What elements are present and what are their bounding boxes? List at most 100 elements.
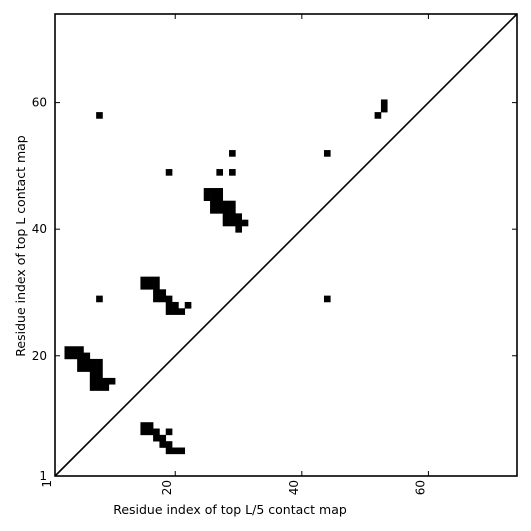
y-tick-label: 60 — [32, 96, 47, 110]
contact-cell-top-l — [165, 169, 173, 176]
contact-cell-top-l5 — [159, 441, 167, 448]
x-tick-label: 40 — [287, 480, 301, 495]
contact-cell-top-l5 — [146, 428, 154, 436]
contact-cell-top-l — [83, 365, 91, 372]
contact-cell-top-l — [153, 276, 160, 284]
contact-cell-top-l — [102, 384, 110, 391]
x-tick-label: 60 — [413, 480, 427, 495]
x-axis-ticks: 1 20 40 60 — [40, 14, 429, 495]
contact-cell-top-l — [222, 207, 230, 214]
contact-cell-top-l — [96, 377, 103, 385]
contact-cell-top-l — [83, 358, 91, 366]
contact-cell-top-l — [229, 207, 236, 214]
contact-cell-top-l — [172, 301, 179, 309]
x-axis-label: Residue index of top L/5 contact map — [113, 502, 347, 517]
contact-cell-top-l — [96, 112, 103, 119]
contact-cell-top-l5 — [165, 447, 173, 455]
contact-cell-top-l — [229, 200, 236, 208]
contact-cell-top-l5 — [146, 422, 154, 429]
contact-cell-top-l — [203, 194, 211, 201]
contact-cell-top-l5 — [172, 447, 179, 455]
contact-cell-top-l — [140, 276, 148, 284]
contact-cell-top-l — [380, 99, 388, 107]
contact-cell-top-l — [77, 352, 84, 360]
contact-cell-top-l — [153, 282, 160, 290]
contact-cell-top-l — [229, 150, 236, 157]
contact-cell-top-l — [216, 188, 224, 195]
contact-cell-top-l — [153, 295, 160, 303]
y-tick-label: 1 — [39, 469, 47, 483]
contact-cell-top-l — [222, 200, 230, 208]
contact-cell-top-l — [140, 282, 148, 290]
plot-frame — [54, 13, 518, 477]
contact-cell-top-l — [102, 377, 110, 385]
y-tick-label: 20 — [32, 349, 47, 363]
contact-cell-top-l — [323, 295, 331, 303]
contact-cell-top-l — [210, 200, 217, 208]
contact-cell-top-l — [83, 352, 91, 360]
contact-cells — [64, 99, 388, 455]
contact-cell-top-l — [159, 295, 167, 303]
contact-cell-top-l — [70, 346, 78, 353]
contact-cell-top-l — [77, 358, 84, 366]
contact-cell-top-l — [89, 377, 97, 385]
contact-cell-top-l5 — [159, 434, 167, 442]
y-axis-ticks: 1 20 40 60 — [32, 96, 517, 483]
contact-cell-top-l — [203, 188, 211, 195]
x-tick-label: 20 — [160, 480, 174, 495]
diagonal-line — [54, 13, 518, 477]
contact-cell-top-l — [89, 358, 97, 366]
contact-cell-top-l — [323, 150, 331, 157]
contact-cell-top-l — [77, 365, 84, 372]
contact-cell-top-l — [165, 295, 173, 303]
contact-cell-top-l5 — [165, 428, 173, 436]
contact-cell-top-l — [108, 377, 116, 385]
contact-cell-top-l — [380, 105, 388, 113]
contact-cell-top-l — [210, 188, 217, 195]
contact-cell-top-l — [235, 213, 242, 220]
contact-cell-top-l — [216, 200, 224, 208]
contact-cell-top-l — [77, 346, 84, 353]
contact-cell-top-l — [96, 358, 103, 366]
contact-cell-top-l — [165, 308, 173, 315]
contact-cell-top-l — [235, 226, 242, 233]
contact-cell-top-l — [229, 213, 236, 220]
contact-cell-top-l5 — [153, 428, 160, 436]
contact-cell-top-l — [159, 289, 167, 296]
contact-cell-top-l — [96, 295, 103, 303]
x-tick-label: 1 — [40, 480, 54, 488]
contact-cell-top-l — [89, 371, 97, 379]
contact-cell-top-l — [216, 207, 224, 214]
contact-cell-top-l — [146, 276, 154, 284]
contact-cell-top-l — [229, 219, 236, 227]
contact-cell-top-l — [184, 301, 192, 309]
contact-cell-top-l — [64, 352, 72, 360]
contact-cell-top-l — [96, 384, 103, 391]
contact-cell-top-l — [235, 219, 242, 227]
contact-cell-top-l — [210, 194, 217, 201]
contact-cell-top-l — [96, 371, 103, 379]
contact-cell-top-l — [96, 365, 103, 372]
contact-cell-top-l — [222, 219, 230, 227]
contact-cell-top-l5 — [153, 434, 160, 442]
contact-cell-top-l — [241, 219, 249, 227]
contact-cell-top-l5 — [165, 441, 173, 448]
contact-cell-top-l — [165, 301, 173, 309]
contact-cell-top-l — [172, 308, 179, 315]
contact-cell-top-l — [70, 352, 78, 360]
contact-cell-top-l — [216, 169, 224, 176]
contact-cell-top-l — [222, 213, 230, 220]
contact-cell-top-l5 — [178, 447, 186, 455]
y-tick-label: 40 — [32, 222, 47, 236]
contact-cell-top-l — [374, 112, 382, 119]
contact-cell-top-l5 — [140, 428, 148, 436]
contact-cell-top-l — [216, 194, 224, 201]
contact-cell-top-l — [64, 346, 72, 353]
contact-cell-top-l — [210, 207, 217, 214]
contact-cell-top-l — [229, 169, 236, 176]
contact-cell-top-l — [178, 308, 186, 315]
contact-cell-top-l — [146, 282, 154, 290]
contact-cell-top-l — [153, 289, 160, 296]
contact-cell-top-l — [89, 365, 97, 372]
